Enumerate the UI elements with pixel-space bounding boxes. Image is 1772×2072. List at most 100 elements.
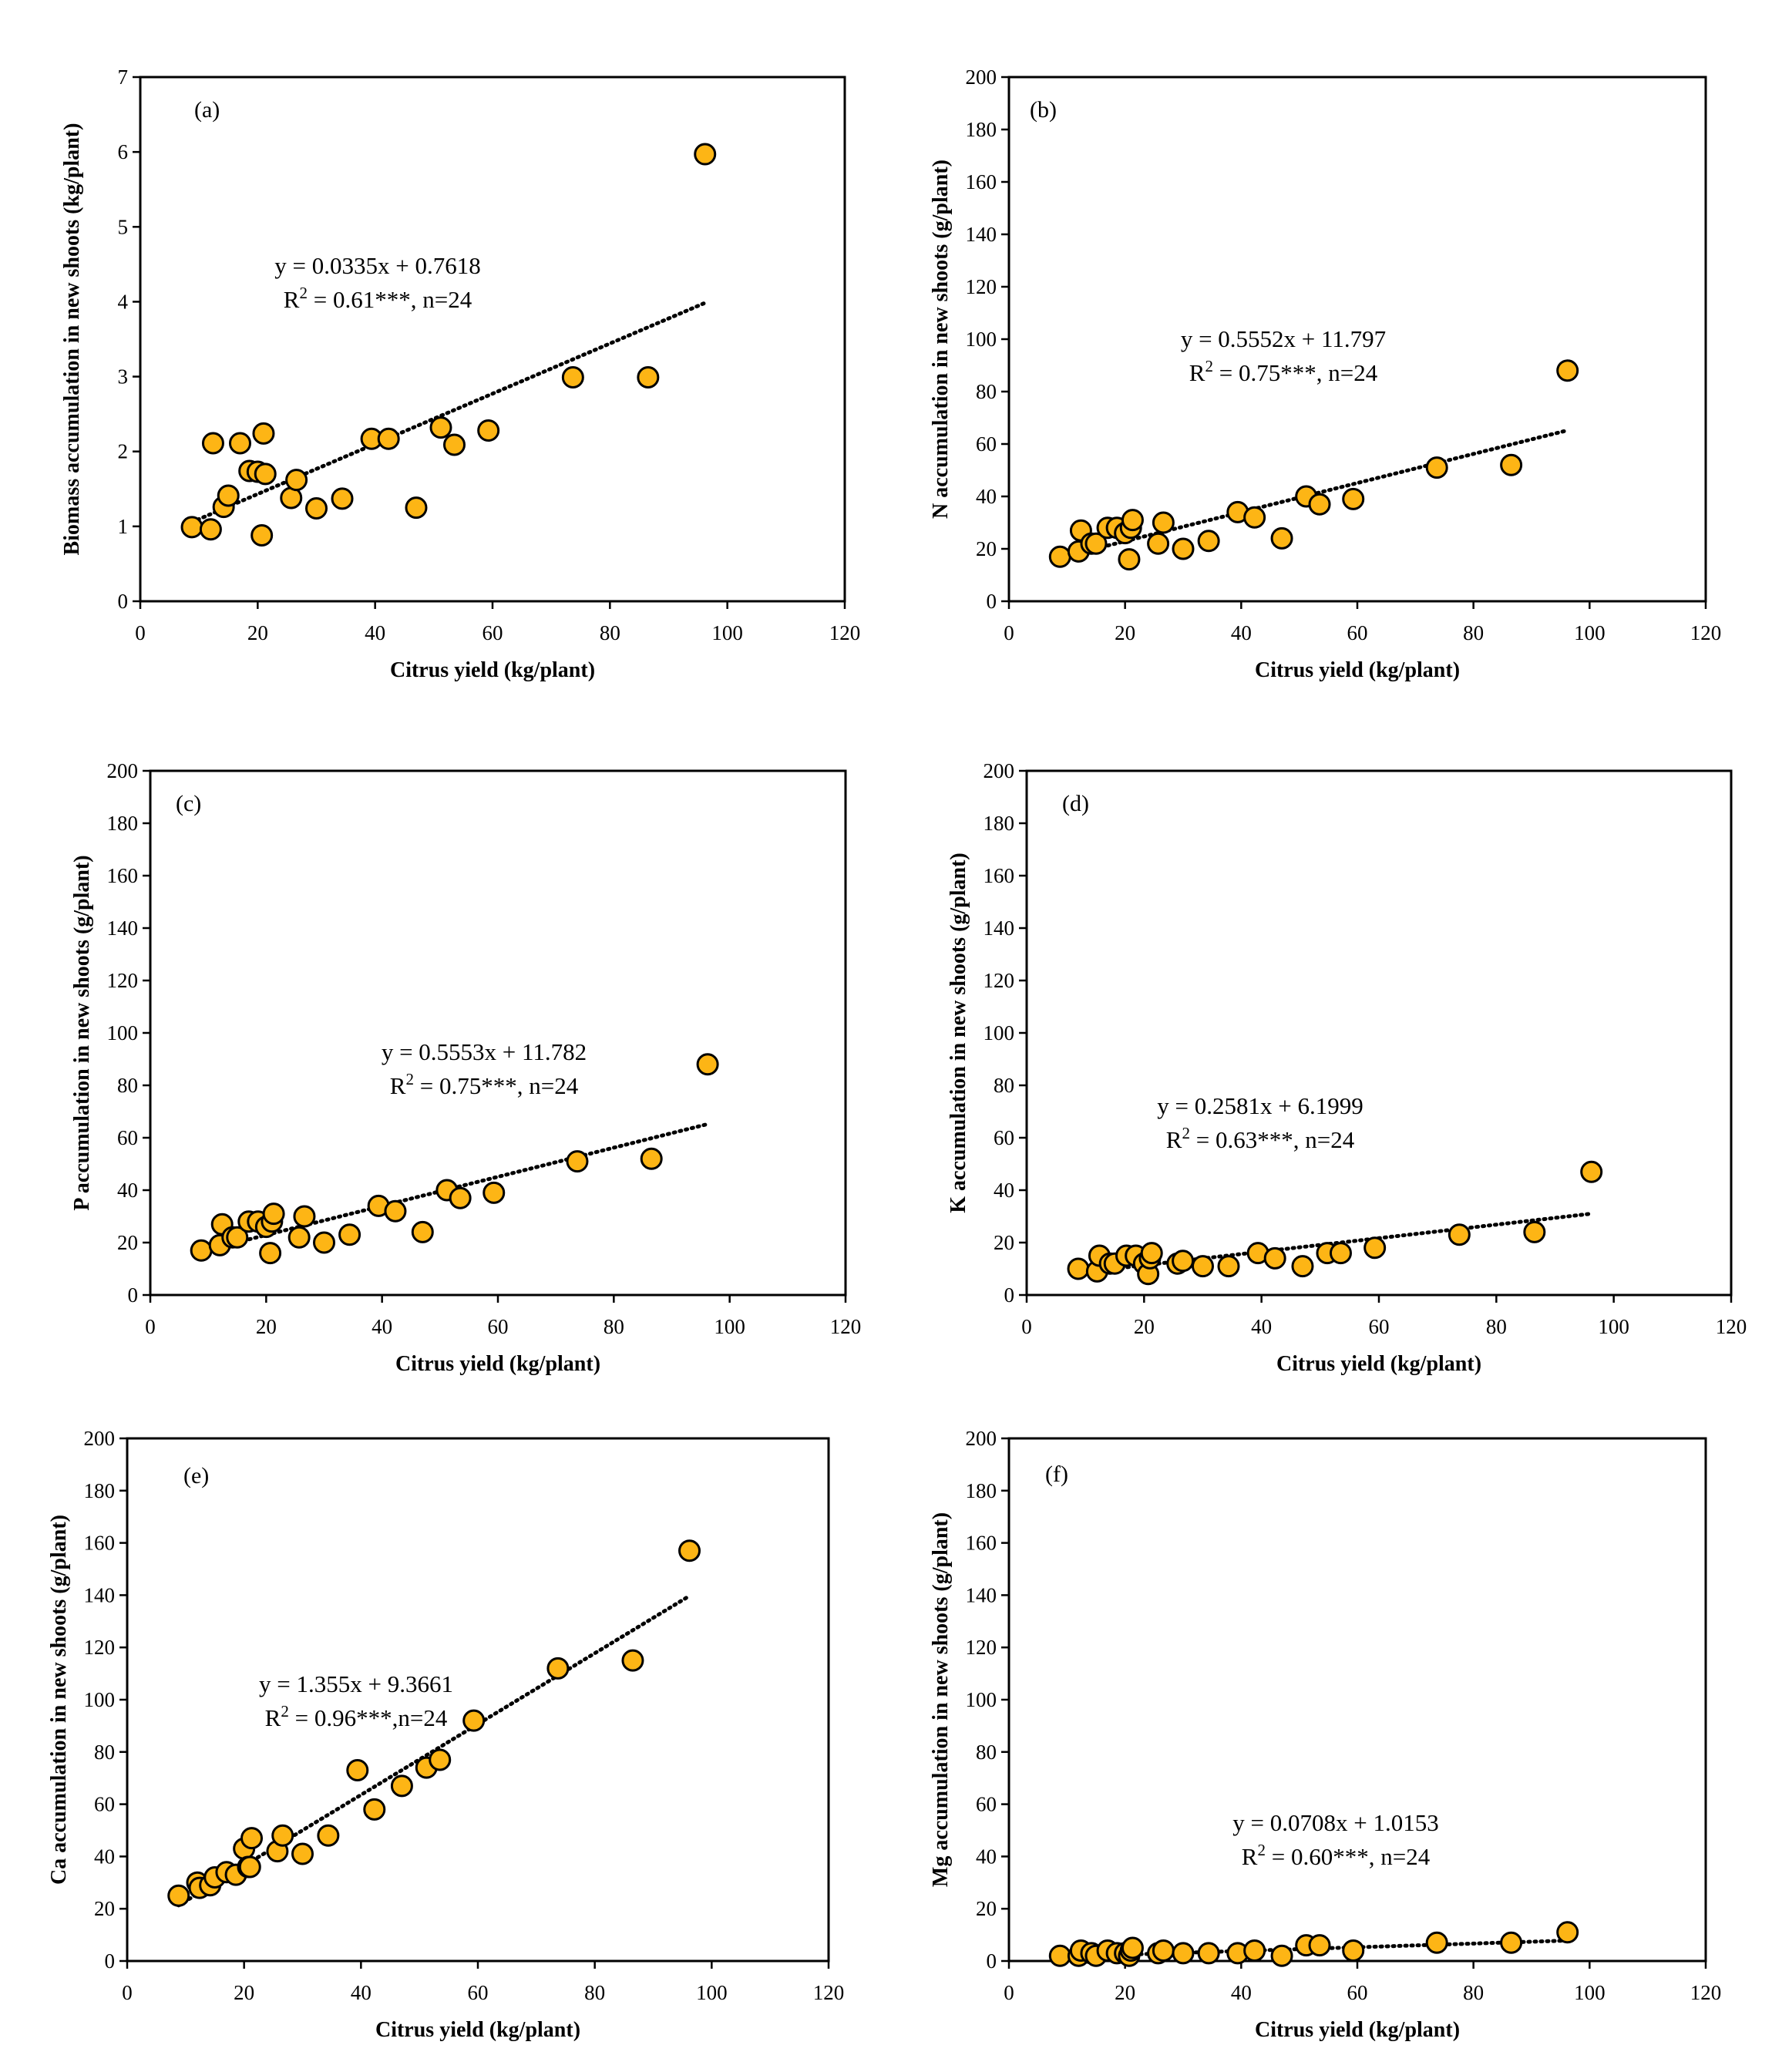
y-tick-label: 20 <box>117 1231 138 1254</box>
data-point <box>411 1220 434 1243</box>
data-point <box>429 1748 452 1771</box>
data-point <box>254 462 277 486</box>
data-point <box>1263 1246 1286 1270</box>
data-point <box>405 496 428 520</box>
y-tick-label: 100 <box>84 1688 116 1711</box>
data-point <box>621 1649 644 1672</box>
data-point <box>449 1186 472 1209</box>
y-tick-label: 200 <box>966 1427 997 1450</box>
data-point <box>1425 1931 1448 1954</box>
x-tick-label: 120 <box>1690 621 1722 644</box>
y-tick-label: 140 <box>984 917 1015 940</box>
data-point <box>217 484 240 507</box>
data-point <box>271 1824 294 1847</box>
data-point <box>640 1147 663 1170</box>
data-point <box>1342 1939 1365 1962</box>
y-tick-label: 40 <box>994 1179 1014 1202</box>
y-tick-label: 140 <box>966 223 997 246</box>
data-point <box>331 487 354 510</box>
data-point <box>180 516 203 539</box>
x-tick-label: 0 <box>1021 1315 1032 1338</box>
y-axis-title: Mg accumulation in new shoots (g/plant) <box>929 1512 953 1887</box>
data-point <box>1243 506 1266 529</box>
data-point <box>251 524 274 547</box>
y-tick-label: 6 <box>118 140 129 163</box>
x-tick-label: 20 <box>234 1981 254 2004</box>
data-point <box>293 1205 316 1228</box>
y-tick-label: 1 <box>118 515 129 538</box>
y-tick-label: 180 <box>84 1479 116 1502</box>
panel-d: 0 20 40 60 80 100 120 0 20 40 60 80 100 120 140 160 180 2… <box>947 759 1747 1376</box>
plot-frame <box>1007 1437 1707 1963</box>
data-point <box>1308 1934 1331 1957</box>
panel-label: (f) <box>1045 1462 1068 1487</box>
data-point <box>1556 1921 1579 1944</box>
r-squared-rest: = 0.96***,n=24 <box>289 1704 448 1731</box>
y-tick-label: 20 <box>976 1897 997 1920</box>
y-tick-label: 0 <box>987 590 997 613</box>
data-point <box>678 1539 701 1562</box>
r-squared-annotation: R2 = 0.61***, n=24 <box>284 284 472 313</box>
y-tick-label: 40 <box>976 485 997 508</box>
y-tick-label: 200 <box>84 1427 116 1450</box>
data-point <box>313 1231 335 1254</box>
x-tick-label: 80 <box>1463 1981 1484 2004</box>
y-tick-label: 60 <box>117 1126 138 1149</box>
data-point <box>1342 487 1365 510</box>
data-point <box>199 518 222 541</box>
data-point <box>477 419 500 442</box>
x-tick-label: 100 <box>1574 1981 1606 2004</box>
x-tick-label: 40 <box>1231 621 1252 644</box>
regression-equation: y = 0.5552x + 11.797 <box>1181 325 1386 352</box>
x-axis-title: Citrus yield (kg/plant) <box>395 1352 600 1376</box>
y-tick-label: 20 <box>976 537 997 560</box>
data-point <box>1118 548 1141 571</box>
y-axis-title: Biomass accumulation in new shoots (kg/p… <box>60 123 84 556</box>
y-tick-label: 160 <box>107 864 139 887</box>
regression-equation: y = 0.2581x + 6.1999 <box>1157 1092 1363 1119</box>
x-tick-label: 0 <box>135 621 146 644</box>
regression-equation: y = 0.0708x + 1.0153 <box>1232 1809 1438 1836</box>
x-axis-title: Citrus yield (kg/plant) <box>375 2018 580 2042</box>
data-point <box>1140 1242 1163 1265</box>
data-point <box>167 1884 190 1907</box>
r-squared-rest: = 0.61***, n=24 <box>308 286 472 313</box>
y-tick-label: 80 <box>94 1741 115 1764</box>
y-tick-label: 180 <box>107 812 139 835</box>
data-point <box>1270 1944 1293 1967</box>
data-point <box>1152 511 1175 534</box>
r-squared-rest: = 0.75***, n=24 <box>414 1072 579 1099</box>
data-point <box>1048 545 1071 568</box>
data-point <box>190 1239 213 1262</box>
y-tick-label: 160 <box>84 1532 116 1555</box>
panel-a: 0 20 40 60 80 100 120 0 1 2 3 4 5 6 7 Citrus yield (kg/… <box>60 66 860 682</box>
data-point <box>696 1053 719 1076</box>
data-point <box>483 1181 506 1204</box>
x-tick-label: 20 <box>1115 1981 1135 2004</box>
y-tick-label: 80 <box>976 380 997 403</box>
x-tick-label: 100 <box>1574 621 1606 644</box>
data-point <box>1291 1255 1314 1278</box>
data-point <box>1500 1931 1523 1954</box>
r-squared-superscript: 2 <box>1257 1841 1266 1859</box>
regression-equation: y = 0.5553x + 11.782 <box>382 1038 587 1065</box>
r-squared-prefix: R <box>1166 1126 1182 1153</box>
data-point <box>1067 1257 1090 1280</box>
r-squared-superscript: 2 <box>405 1070 414 1088</box>
y-tick-label: 180 <box>966 118 997 141</box>
y-tick-label: 20 <box>94 1897 115 1920</box>
y-tick-label: 100 <box>107 1021 139 1044</box>
y-tick-label: 140 <box>84 1583 116 1606</box>
plot-frame <box>139 76 846 603</box>
data-point <box>442 433 466 456</box>
x-tick-label: 100 <box>1598 1315 1629 1338</box>
data-point <box>201 432 224 455</box>
x-tick-label: 60 <box>488 1315 509 1338</box>
x-tick-label: 80 <box>1463 621 1484 644</box>
x-axis-title: Citrus yield (kg/plant) <box>1255 2018 1460 2042</box>
y-tick-label: 0 <box>118 590 129 613</box>
r-squared-annotation: R2 = 0.75***, n=24 <box>390 1070 579 1099</box>
x-tick-label: 0 <box>1004 1981 1014 2004</box>
r-squared-prefix: R <box>1189 359 1205 386</box>
